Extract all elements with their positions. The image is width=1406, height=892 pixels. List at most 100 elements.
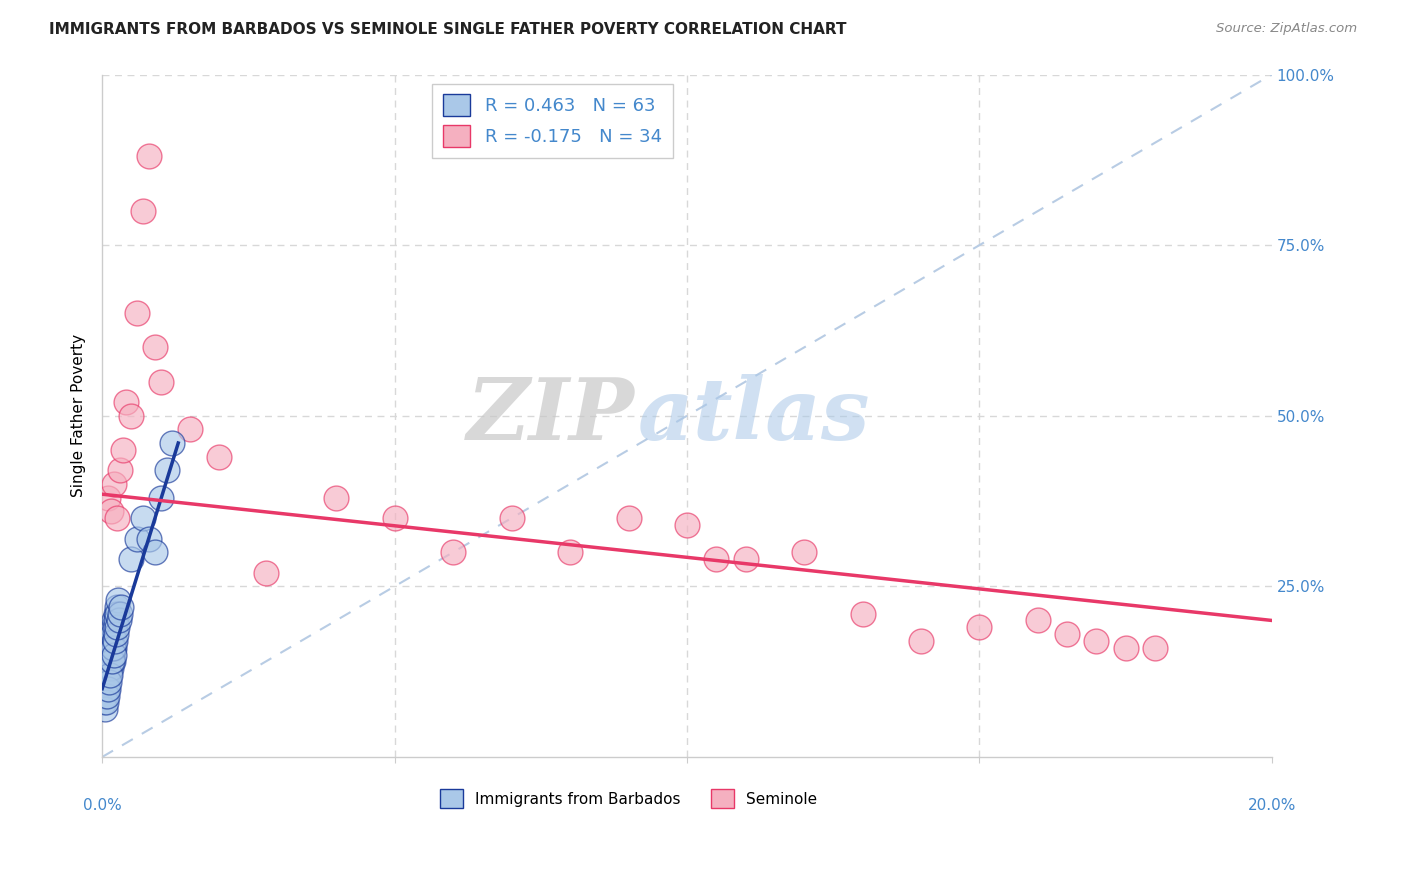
- Point: [108, 607, 131, 621]
- Point: [384, 511, 406, 525]
- Point: [441, 545, 464, 559]
- Point: [105, 627, 128, 641]
- Text: atlas: atlas: [638, 374, 870, 458]
- Point: [704, 552, 727, 566]
- Point: [94, 695, 117, 709]
- Point: [94, 689, 117, 703]
- Point: [97, 648, 120, 662]
- Point: [127, 306, 149, 320]
- Point: [108, 463, 131, 477]
- Point: [98, 661, 121, 675]
- Point: [969, 620, 991, 634]
- Text: Source: ZipAtlas.com: Source: ZipAtlas.com: [1216, 22, 1357, 36]
- Y-axis label: Single Father Poverty: Single Father Poverty: [72, 334, 86, 498]
- Point: [94, 661, 117, 675]
- Point: [101, 620, 124, 634]
- Point: [97, 491, 120, 505]
- Point: [97, 681, 120, 696]
- Point: [793, 545, 815, 559]
- Point: [676, 517, 699, 532]
- Point: [100, 504, 122, 518]
- Point: [105, 614, 128, 628]
- Point: [105, 599, 128, 614]
- Point: [143, 341, 166, 355]
- Point: [97, 661, 120, 675]
- Point: [101, 634, 124, 648]
- Point: [558, 545, 581, 559]
- Point: [120, 409, 142, 423]
- Point: [114, 395, 136, 409]
- Point: [100, 668, 122, 682]
- Point: [107, 607, 129, 621]
- Point: [98, 640, 121, 655]
- Point: [107, 614, 129, 628]
- Point: [93, 681, 115, 696]
- Point: [107, 620, 129, 634]
- Point: [127, 532, 149, 546]
- Point: [734, 552, 756, 566]
- Point: [96, 674, 118, 689]
- Point: [501, 511, 523, 525]
- Point: [1115, 640, 1137, 655]
- Point: [100, 627, 122, 641]
- Point: [254, 566, 277, 580]
- Point: [93, 668, 115, 682]
- Point: [94, 674, 117, 689]
- Point: [96, 674, 118, 689]
- Point: [1056, 627, 1078, 641]
- Point: [98, 648, 121, 662]
- Point: [120, 552, 142, 566]
- Text: IMMIGRANTS FROM BARBADOS VS SEMINOLE SINGLE FATHER POVERTY CORRELATION CHART: IMMIGRANTS FROM BARBADOS VS SEMINOLE SIN…: [49, 22, 846, 37]
- Point: [100, 654, 122, 668]
- Point: [138, 532, 160, 546]
- Text: 20.0%: 20.0%: [1247, 798, 1296, 813]
- Point: [98, 654, 121, 668]
- Point: [103, 640, 125, 655]
- Point: [138, 149, 160, 163]
- Point: [96, 668, 118, 682]
- Point: [155, 463, 177, 477]
- Point: [1143, 640, 1166, 655]
- Point: [103, 654, 125, 668]
- Point: [111, 442, 134, 457]
- Point: [132, 204, 155, 219]
- Point: [98, 674, 121, 689]
- Point: [103, 627, 125, 641]
- Point: [162, 436, 184, 450]
- Point: [107, 593, 129, 607]
- Point: [103, 648, 125, 662]
- Text: 0.0%: 0.0%: [83, 798, 121, 813]
- Point: [101, 640, 124, 655]
- Point: [103, 477, 125, 491]
- Point: [104, 607, 127, 621]
- Point: [149, 491, 172, 505]
- Legend: Immigrants from Barbados, Seminole: Immigrants from Barbados, Seminole: [433, 783, 824, 814]
- Point: [96, 689, 118, 703]
- Point: [910, 634, 932, 648]
- Point: [103, 634, 125, 648]
- Point: [110, 599, 132, 614]
- Point: [100, 654, 122, 668]
- Point: [100, 640, 122, 655]
- Point: [93, 695, 115, 709]
- Point: [1026, 614, 1049, 628]
- Point: [208, 450, 231, 464]
- Point: [105, 511, 128, 525]
- Point: [96, 681, 118, 696]
- Point: [93, 681, 115, 696]
- Point: [617, 511, 640, 525]
- Point: [179, 422, 201, 436]
- Point: [132, 511, 155, 525]
- Text: ZIP: ZIP: [467, 374, 634, 458]
- Point: [851, 607, 873, 621]
- Point: [97, 668, 120, 682]
- Point: [104, 634, 127, 648]
- Point: [100, 634, 122, 648]
- Point: [93, 702, 115, 716]
- Point: [103, 614, 125, 628]
- Point: [97, 654, 120, 668]
- Point: [143, 545, 166, 559]
- Point: [96, 681, 118, 696]
- Point: [94, 689, 117, 703]
- Point: [100, 661, 122, 675]
